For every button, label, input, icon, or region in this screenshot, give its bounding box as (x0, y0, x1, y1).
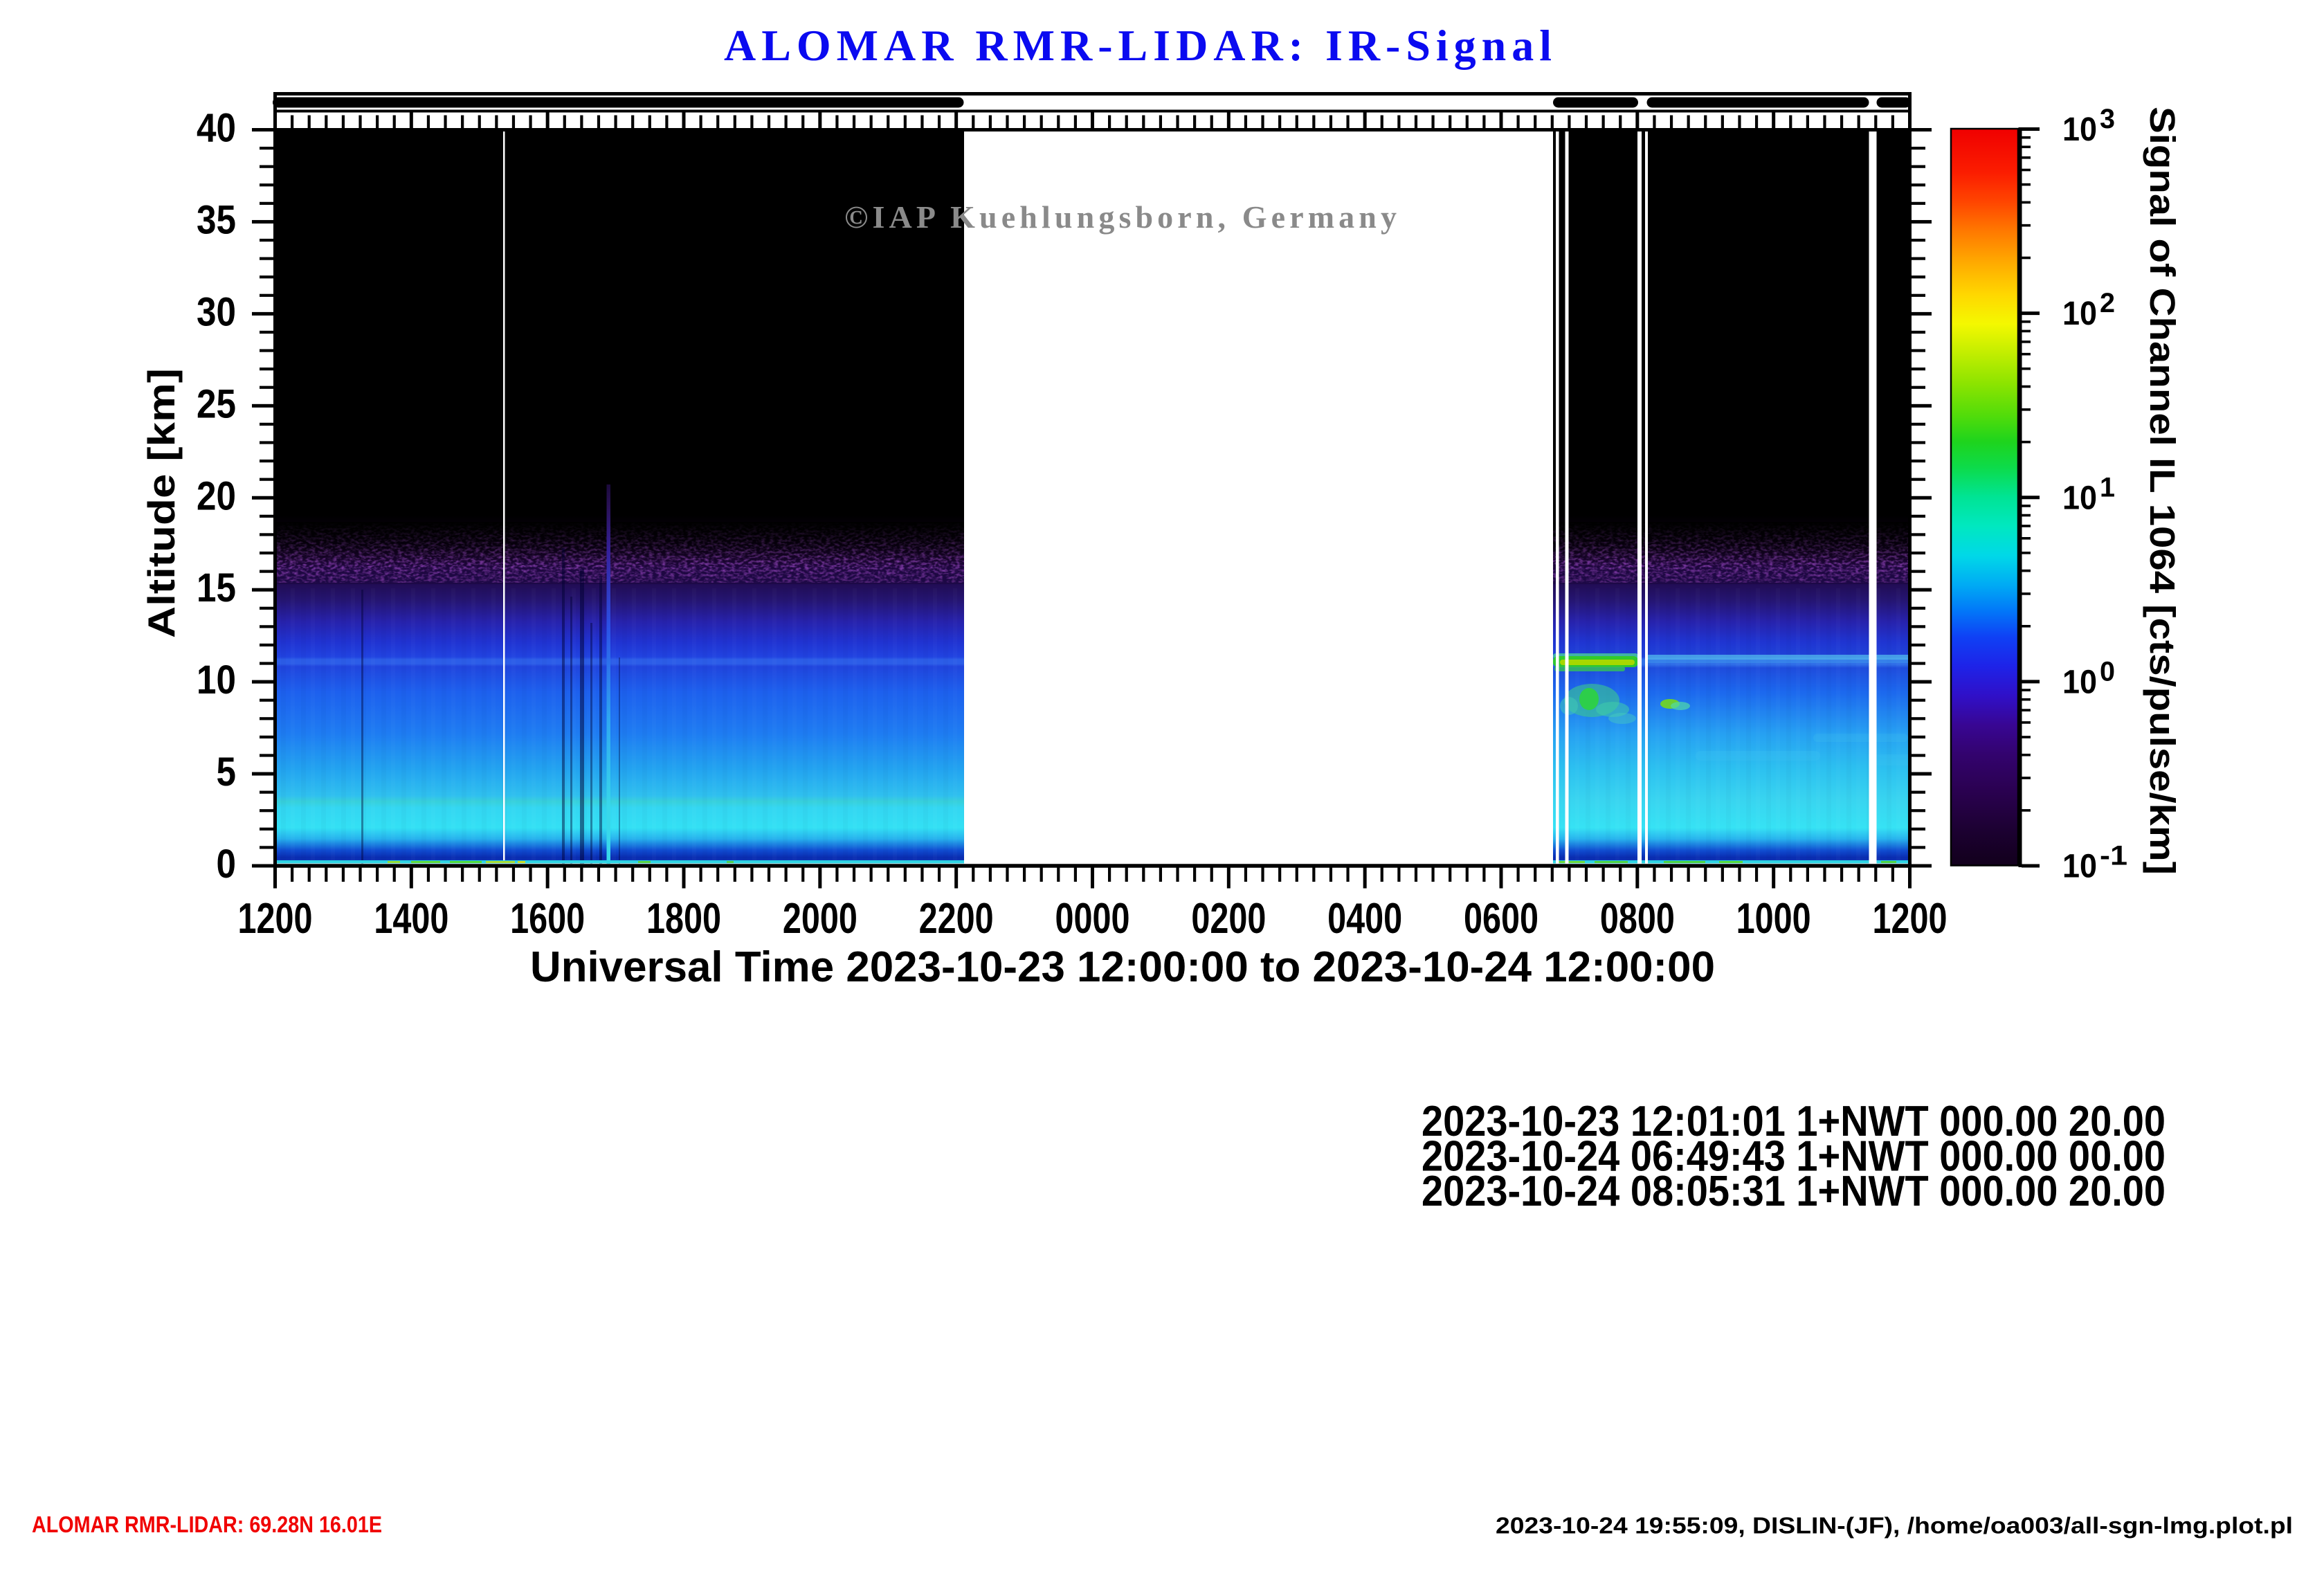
svg-text:Altitude [km]: Altitude [km] (140, 368, 183, 638)
svg-text:ALOMAR RMR-LIDAR: 69.28N 16.01: ALOMAR RMR-LIDAR: 69.28N 16.01E (32, 1512, 382, 1537)
svg-text:Signal of Channel IL 1064 [cts: Signal of Channel IL 1064 [cts/pulse/km] (2143, 107, 2182, 875)
svg-text:10: 10 (2062, 664, 2097, 700)
svg-text:-1: -1 (2100, 841, 2127, 871)
svg-text:1200: 1200 (238, 895, 313, 943)
svg-text:2023-10-24 19:55:09, DISLIN-(J: 2023-10-24 19:55:09, DISLIN-(JF), /home/… (1496, 1513, 2293, 1539)
svg-text:ALOMAR RMR-LIDAR: IR-Signal: ALOMAR RMR-LIDAR: IR-Signal (724, 21, 1552, 70)
svg-text:1000: 1000 (1736, 895, 1811, 943)
svg-text:35: 35 (197, 197, 236, 242)
svg-text:0600: 0600 (1464, 895, 1538, 943)
svg-text:1600: 1600 (510, 895, 585, 943)
svg-text:0000: 0000 (1055, 895, 1130, 943)
svg-text:10: 10 (2062, 296, 2097, 332)
svg-text:Universal Time 2023-10-23 12:0: Universal Time 2023-10-23 12:00:00 to 20… (530, 943, 1715, 991)
svg-text:30: 30 (197, 289, 236, 334)
svg-text:15: 15 (197, 565, 236, 610)
svg-text:2023-10-24 08:05:31 1+NWT 000.: 2023-10-24 08:05:31 1+NWT 000.00 20.00 (1422, 1168, 2166, 1215)
svg-text:1200: 1200 (1873, 895, 1948, 943)
svg-text:10: 10 (197, 657, 236, 702)
svg-text:10: 10 (2062, 111, 2097, 148)
svg-text:1400: 1400 (374, 895, 448, 943)
svg-text:3: 3 (2100, 104, 2115, 134)
svg-text:0400: 0400 (1327, 895, 1402, 943)
svg-text:20: 20 (197, 473, 236, 518)
svg-text:1: 1 (2100, 472, 2115, 502)
svg-text:0800: 0800 (1600, 895, 1675, 943)
svg-text:10: 10 (2062, 480, 2097, 516)
svg-text:0: 0 (2100, 656, 2115, 687)
svg-text:5: 5 (217, 750, 237, 795)
svg-text:0: 0 (217, 842, 237, 887)
svg-text:2000: 2000 (783, 895, 857, 943)
svg-text:©IAP Kuehlungsborn, Germany: ©IAP Kuehlungsborn, Germany (844, 199, 1397, 235)
svg-text:10: 10 (2062, 849, 2097, 885)
svg-text:40: 40 (197, 106, 236, 151)
svg-text:2023-10-23 12:01:01 1+NWT 000.: 2023-10-23 12:01:01 1+NWT 000.00 20.00 (1422, 1098, 2166, 1145)
svg-text:2200: 2200 (919, 895, 994, 943)
svg-text:0200: 0200 (1191, 895, 1266, 943)
svg-text:1800: 1800 (646, 895, 721, 943)
svg-text:2023-10-24 06:49:43 1+NWT 000.: 2023-10-24 06:49:43 1+NWT 000.00 00.00 (1422, 1133, 2166, 1181)
svg-text:2: 2 (2100, 288, 2115, 318)
svg-text:25: 25 (197, 381, 236, 426)
